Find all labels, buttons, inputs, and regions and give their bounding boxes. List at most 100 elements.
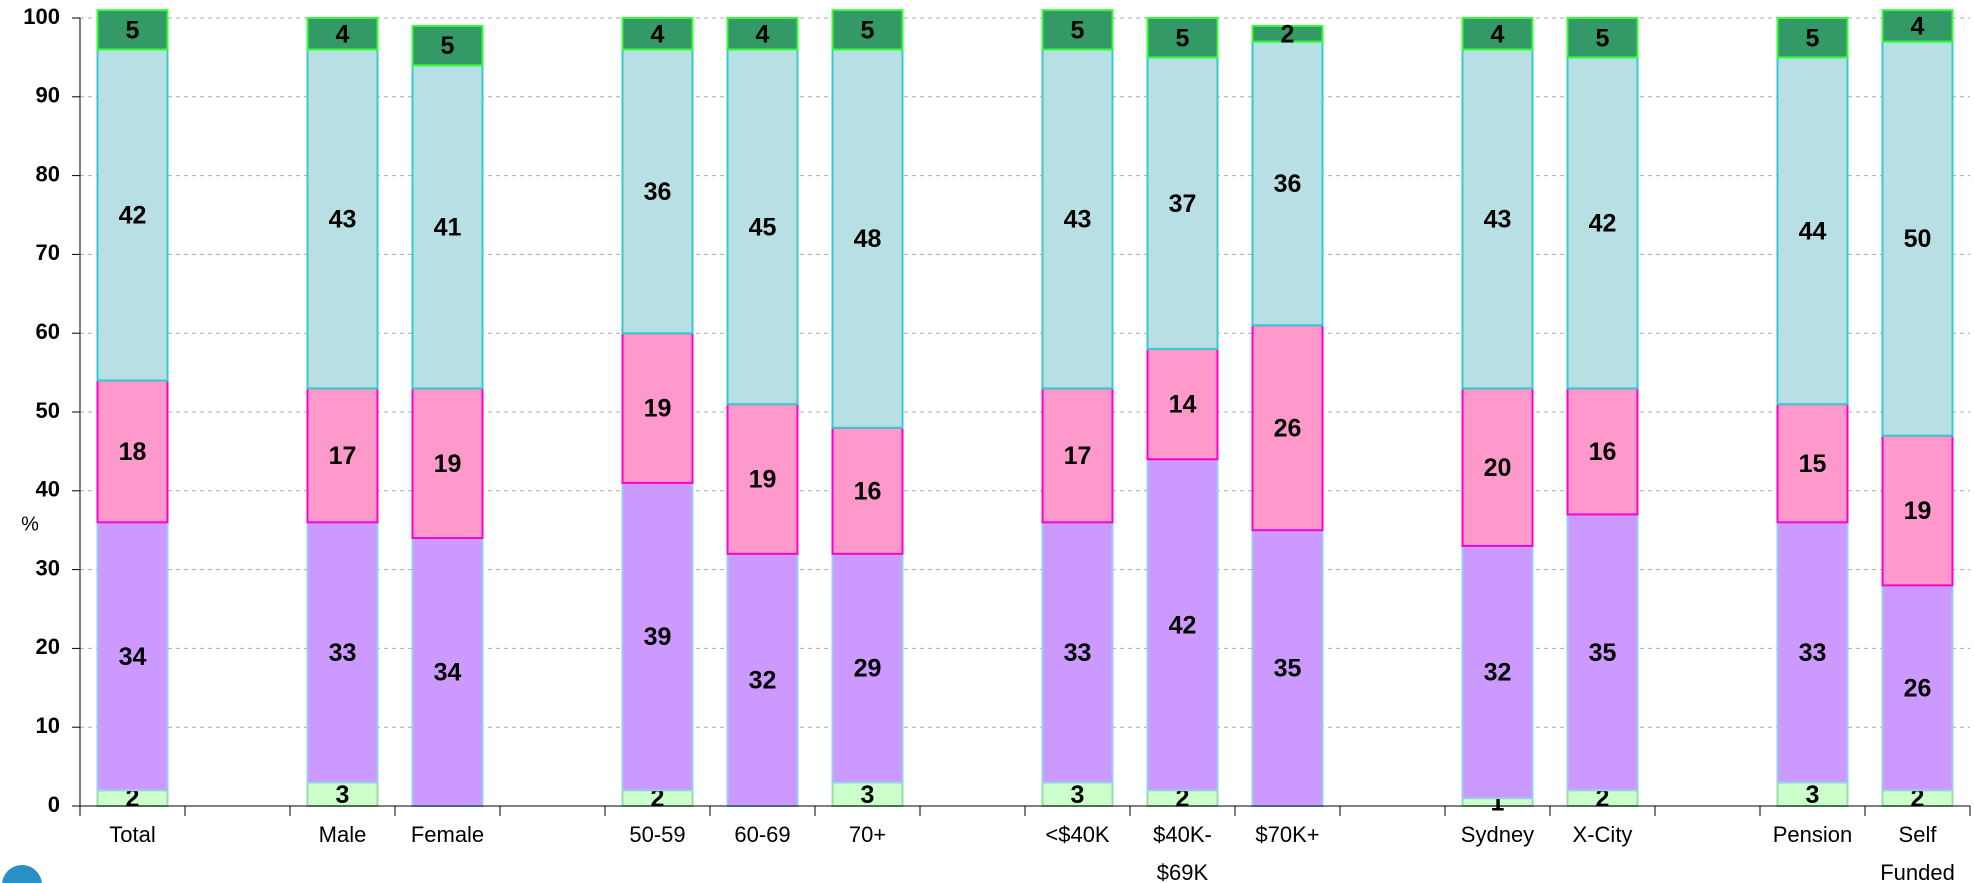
bar-segment (831, 9, 904, 51)
data-label: 5 (1071, 16, 1085, 44)
y-tick-label: 70 (36, 240, 60, 265)
data-label: 16 (1589, 438, 1617, 466)
data-label: 35 (1274, 655, 1302, 683)
bar-segment (411, 64, 484, 390)
bar-segment (1041, 48, 1114, 390)
data-label: 36 (1274, 170, 1302, 198)
data-label: 5 (1176, 24, 1190, 52)
data-label: 45 (749, 213, 777, 241)
x-tick-label: <$40K (1045, 822, 1110, 847)
bar-segment (621, 481, 694, 792)
x-tick-label: X-City (1573, 822, 1633, 847)
data-label: 35 (1589, 639, 1617, 667)
data-label: 29 (854, 655, 882, 683)
data-label: 43 (329, 206, 357, 234)
data-label: 4 (1911, 12, 1925, 40)
data-label: 4 (756, 20, 770, 48)
logo (2, 865, 42, 883)
bar-segment (306, 521, 379, 784)
data-label: 26 (1274, 414, 1302, 442)
data-label: 19 (434, 450, 462, 478)
y-tick-label: 90 (36, 83, 60, 108)
bar-segment (1251, 40, 1324, 327)
bar-segment (1461, 544, 1534, 800)
x-tick-label: 50-59 (629, 822, 685, 847)
bar-segment (1566, 513, 1639, 792)
data-label: 39 (644, 623, 672, 651)
x-tick-label: Female (411, 822, 484, 847)
bar-segment (1251, 324, 1324, 532)
bar-segment (1881, 9, 1954, 43)
data-label: 3 (1806, 781, 1820, 809)
data-label: 17 (1064, 442, 1092, 470)
bar-segment (96, 9, 169, 51)
bar-segment (726, 403, 799, 555)
bar-segment (1146, 347, 1219, 461)
data-label: 3 (861, 781, 875, 809)
data-label: 44 (1799, 217, 1827, 245)
x-tick-label: Total (109, 822, 155, 847)
y-tick-label: 30 (36, 555, 60, 580)
bar-segment (726, 48, 799, 406)
bar-segment (1776, 56, 1849, 406)
bar-segment (1881, 40, 1954, 437)
bar-segment (621, 48, 694, 335)
data-label: 26 (1904, 674, 1932, 702)
bar-segment (1461, 48, 1534, 390)
x-tick-label: 70+ (849, 822, 886, 847)
y-tick-label: 50 (36, 398, 60, 423)
data-label: 14 (1169, 391, 1197, 419)
data-label: 41 (434, 213, 462, 241)
y-axis-label: % (21, 513, 39, 535)
y-tick-label: 0 (48, 792, 60, 817)
data-label: 4 (651, 20, 665, 48)
data-label: 15 (1799, 450, 1827, 478)
data-label: 19 (1904, 497, 1932, 525)
bar-segment (411, 24, 484, 67)
data-label: 34 (434, 659, 462, 687)
y-tick-label: 80 (36, 161, 60, 186)
bar-segment (96, 379, 169, 524)
data-label: 42 (1169, 611, 1197, 639)
data-label: 17 (329, 442, 357, 470)
bar-segment (831, 552, 904, 784)
x-tick-label: Male (319, 822, 367, 847)
x-tick-label: $70K+ (1255, 822, 1319, 847)
data-label: 37 (1169, 190, 1197, 218)
bar-segment (96, 48, 169, 382)
y-tick-label: 60 (36, 319, 60, 344)
bar-segment (621, 17, 694, 51)
data-label: 43 (1484, 206, 1512, 234)
x-tick-label: Sydney (1461, 822, 1534, 847)
data-label: 34 (119, 643, 147, 671)
bar-segment (621, 332, 694, 484)
y-tick-label: 40 (36, 477, 60, 502)
bar-segment (1461, 387, 1534, 547)
bar-segment (96, 521, 169, 792)
y-tick-label: 100 (23, 4, 60, 29)
bar-segment (831, 426, 904, 555)
data-label: 33 (1799, 639, 1827, 667)
bar-segment (306, 387, 379, 524)
data-label: 32 (749, 667, 777, 695)
data-label: 5 (441, 32, 455, 60)
x-tick-label: 60-69 (734, 822, 790, 847)
bar-segment (831, 48, 904, 429)
data-label: 36 (644, 178, 672, 206)
bar-segment (1881, 584, 1954, 792)
data-label: 18 (119, 438, 147, 466)
data-label: 19 (749, 466, 777, 494)
y-tick-label: 10 (36, 713, 60, 738)
data-label: 5 (1596, 24, 1610, 52)
data-label: 42 (119, 202, 147, 230)
data-label: 20 (1484, 454, 1512, 482)
data-label: 19 (644, 395, 672, 423)
x-tick-label: Self Funded (1880, 822, 1955, 883)
bar-segment (1041, 387, 1114, 524)
data-label: 5 (1806, 24, 1820, 52)
bar-segment (1041, 521, 1114, 784)
bar-segment (306, 17, 379, 51)
x-tick-label: Pension (1773, 822, 1853, 847)
bar-segment (1041, 9, 1114, 51)
bar-segment (1566, 387, 1639, 516)
